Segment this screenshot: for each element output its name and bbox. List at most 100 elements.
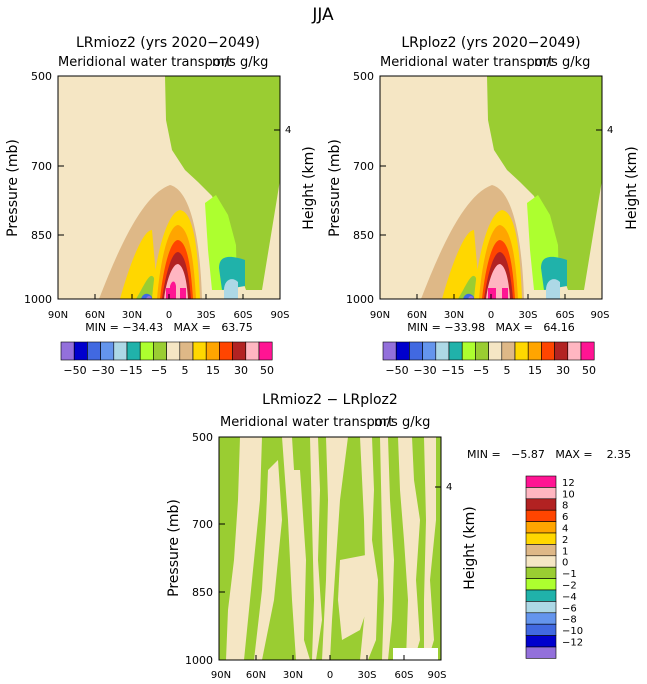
colorbar-tick: −6 [562,603,577,614]
colorbar-swatch [179,341,194,361]
plot-field [57,75,281,300]
colorbar-swatch [126,341,141,361]
colorbar-tick: 8 [562,501,568,512]
colorbar-swatch [525,601,557,614]
y-right-axis-label: Height (km) [462,506,478,589]
y-tick-label: 850 [353,229,374,242]
colorbar-swatch [192,341,207,361]
height-tick-label: 4 [285,125,291,136]
y-right-axis-label: Height (km) [301,146,317,229]
y-axis-label: Pressure (mb) [166,499,182,597]
y-right-axis-label: Height (km) [624,146,640,229]
y-tick-label: 700 [192,518,213,531]
x-tick-label: 90S [427,670,446,681]
colorbar-swatch [87,341,101,361]
colorbar-swatch [139,341,154,361]
colorbar [60,341,273,361]
colorbar-swatch [435,341,450,361]
x-tick-label: 90N [370,310,390,321]
height-tick-label: 4 [446,482,452,493]
panel-units: m/s g/kg [212,55,268,70]
colorbar-swatch [166,341,181,361]
colorbar-tick: −50 [385,364,408,377]
y-tick-label: 500 [353,70,374,83]
x-tick-label: 60N [85,310,105,321]
x-tick-label: 0 [166,310,172,321]
colorbar-swatch [501,341,516,361]
x-tick-label: 90N [211,670,231,681]
colorbar [382,341,595,361]
colorbar-swatch [525,566,557,579]
y-tick-label: 500 [192,431,213,444]
panel-title: LRploz2 (yrs 2020−2049) [401,35,580,51]
x-tick-label: 60S [555,310,574,321]
colorbar-swatch [258,341,273,361]
x-axis: 90N 60N 30N 0 30S 60S 90S [370,294,610,321]
x-tick-label: 30N [283,670,303,681]
colorbar-swatch [245,341,260,361]
colorbar-swatch [475,341,489,361]
x-tick-label: 60S [394,670,413,681]
colorbar [525,475,557,659]
x-tick-label: 60N [407,310,427,321]
figure-title: JJA [311,5,334,25]
colorbar-tick: 15 [528,364,542,377]
y-axis-left: 500 700 850 1000 Pressure (mb) [5,70,64,306]
colorbar-swatch [525,544,557,557]
y-axis-left: 500 700 850 1000 Pressure (mb) [327,70,386,306]
x-tick-label: 30N [444,310,464,321]
x-tick-label: 60N [246,670,266,681]
x-tick-label: 90S [270,310,289,321]
colorbar-swatch [60,341,75,361]
colorbar-swatch [525,475,557,488]
colorbar-tick: −8 [562,615,577,626]
colorbar-swatch [113,341,128,361]
panel-title: LRmioz2 (yrs 2020−2049) [76,35,260,51]
colorbar-swatch [541,341,555,361]
y-axis-label: Pressure (mb) [5,139,21,237]
colorbar-swatch [382,341,397,361]
colorbar-swatch [488,341,503,361]
colorbar-tick: −1 [562,569,577,580]
panel-subtitle: Meridional water transport [58,55,231,70]
colorbar-swatch [525,509,557,522]
colorbar-swatch [525,635,557,648]
stats-text: MIN = −34.43 MAX = 63.75 [85,321,253,334]
colorbar-tick: 5 [504,364,511,377]
colorbar-swatch [448,341,463,361]
colorbar-tick: 4 [562,524,568,535]
x-tick-label: 30S [357,670,376,681]
colorbar-tick: −15 [119,364,142,377]
colorbar-tick: −5 [151,364,167,377]
panel-subtitle: Meridional water transport [220,415,393,430]
colorbar-tick: 2 [562,535,568,546]
x-axis: 90N 60N 30N 0 30S 60S 90S [48,294,290,321]
colorbar-swatch [525,578,557,591]
colorbar-swatch [525,612,557,625]
colorbar-tick: −15 [441,364,464,377]
colorbar-tick: 50 [260,364,274,377]
colorbar-swatch [205,341,220,361]
x-axis: 90N 60N 30N 0 30S 60S 90S [211,655,447,681]
colorbar-tick: −2 [562,581,577,592]
colorbar-tick: 15 [206,364,220,377]
panel-difference: LRmioz2 − LRploz2 Meridional water trans… [166,392,631,681]
colorbar-swatch [100,341,115,361]
colorbar-tick: −5 [473,364,489,377]
x-tick-label: 30S [196,310,215,321]
y-tick-label: 700 [353,160,374,173]
x-tick-label: 30S [518,310,537,321]
colorbar-swatch [395,341,410,361]
colorbar-tick: −4 [562,592,577,603]
y-tick-label: 850 [192,586,213,599]
x-tick-label: 60S [233,310,252,321]
colorbar-swatch [525,646,557,659]
stats-text: MIN = −33.98 MAX = 64.16 [407,321,575,334]
colorbar-swatch [461,341,476,361]
x-tick-label: 90S [590,310,609,321]
height-tick-label: 4 [607,125,613,136]
panel-right: LRploz2 (yrs 2020−2049) Meridional water… [327,35,640,377]
colorbar-swatch [525,623,557,636]
y-tick-label: 700 [31,160,52,173]
